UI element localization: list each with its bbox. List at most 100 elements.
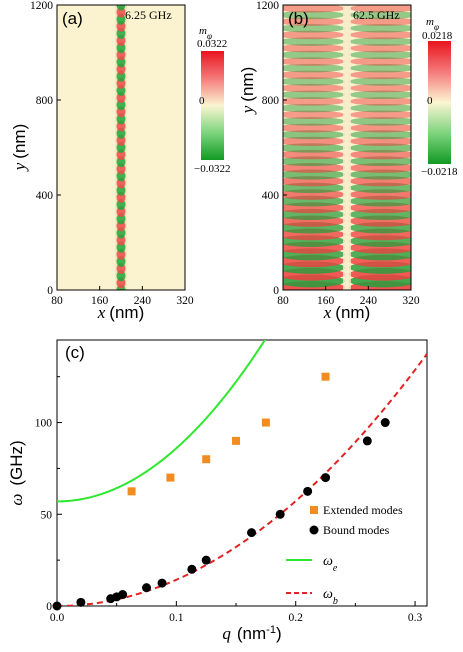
x-tick-label: 160 xyxy=(91,295,109,307)
band-right xyxy=(349,83,411,93)
panel-c-legend: Extended modes Bound modes ωe ωb xyxy=(286,503,403,607)
band-right xyxy=(349,57,411,66)
legend-omega-e-label: ωe xyxy=(323,554,338,574)
band-left xyxy=(283,24,345,33)
x-tick-label: 0.1 xyxy=(169,612,184,624)
y-tick-label: 400 xyxy=(262,190,280,202)
bound-mode-point xyxy=(52,601,62,611)
stripe-node xyxy=(116,5,126,11)
band-left xyxy=(283,50,345,60)
band-right xyxy=(349,10,411,20)
bound-mode-point xyxy=(76,597,86,607)
y-tick-label: 1200 xyxy=(256,0,279,12)
bound-mode-point xyxy=(303,486,313,496)
band-right xyxy=(349,43,411,53)
band-left xyxy=(283,110,345,120)
band-left xyxy=(283,63,345,73)
colorbar-a-max: 0.0322 xyxy=(197,38,227,50)
panel-a-label: (a) xyxy=(62,9,83,28)
bound-mode-point xyxy=(157,578,167,588)
y-tick-label: 400 xyxy=(36,190,54,202)
bound-mode-point xyxy=(118,590,128,600)
band-right xyxy=(349,117,411,126)
band-right xyxy=(349,17,411,26)
band-right xyxy=(349,110,411,120)
colorbar-a xyxy=(201,51,224,160)
x-tick-label: 320 xyxy=(176,295,194,307)
omega-e-curve xyxy=(57,340,267,503)
x-tick-label: 80 xyxy=(51,295,63,307)
band-left xyxy=(283,37,345,46)
x-tick-label: 240 xyxy=(360,295,378,307)
y-tick-label: 800 xyxy=(36,95,54,107)
band-left xyxy=(283,103,345,113)
x-tick-label: 0.3 xyxy=(408,612,423,624)
y-tick-label: 0 xyxy=(46,601,52,613)
band-left xyxy=(283,43,345,53)
x-tick-label: 0.0 xyxy=(50,612,65,624)
bound-mode-point xyxy=(247,528,257,538)
panel-a-frame xyxy=(56,4,186,291)
legend-bound-label: Bound modes xyxy=(323,523,390,537)
bound-mode-point xyxy=(275,509,285,519)
legend-extended-marker xyxy=(310,506,318,514)
band-left xyxy=(283,136,345,146)
panel-a-x-axis-label: x (nm) xyxy=(97,303,145,322)
band-right xyxy=(349,123,411,133)
bound-mode-point xyxy=(142,583,152,593)
extended-mode-point xyxy=(166,473,175,482)
extended-mode-point xyxy=(127,487,136,496)
panel-b-ticks: 80 160 240 320 0 400 800 1200 xyxy=(256,0,420,307)
band-right xyxy=(349,77,411,86)
band-left xyxy=(283,17,345,26)
band-left xyxy=(283,123,345,133)
panel-a-mode-stripe xyxy=(115,5,127,290)
extended-mode-point xyxy=(261,418,270,427)
band-right xyxy=(349,130,411,140)
extended-mode-point xyxy=(202,455,211,464)
panel-c-frame xyxy=(56,339,428,607)
colorbar-a-min: −0.0322 xyxy=(194,163,230,175)
band-right xyxy=(349,5,411,13)
bound-mode-point xyxy=(187,564,197,574)
band-right xyxy=(349,30,411,40)
bound-mode-point xyxy=(380,418,390,428)
band-left xyxy=(283,90,345,100)
colorbar-b-mid: 0 xyxy=(427,95,433,107)
y-tick-label: 50 xyxy=(41,509,53,521)
extended-mode-point xyxy=(232,436,241,445)
panel-a: 80 160 240 320 0 400 800 1200 (a) 6.25 GHz x (nm… xyxy=(10,0,230,322)
band-right xyxy=(349,103,411,113)
colorbar-a-mid: 0 xyxy=(199,95,205,107)
panel-b-x-axis-label: x (nm) xyxy=(323,303,371,322)
colorbar-b xyxy=(428,41,451,164)
panel-a-y-axis-label: y(nm) xyxy=(10,124,29,173)
band-left xyxy=(283,57,345,66)
panel-c-y-axis-label: ω(GHz) xyxy=(7,440,26,505)
y-tick-label: 800 xyxy=(262,95,280,107)
y-tick-label: 0 xyxy=(273,285,279,297)
band-left xyxy=(283,130,345,140)
y-tick-label: 100 xyxy=(35,418,53,430)
panel-c-points xyxy=(52,372,390,611)
band-right xyxy=(349,70,411,80)
bound-mode-point xyxy=(201,555,211,565)
band-right xyxy=(349,90,411,100)
band-left xyxy=(283,70,345,80)
band-right xyxy=(349,50,411,60)
panel-c-label: (c) xyxy=(65,343,85,362)
panel-a-ticks: 80 160 240 320 0 400 800 1200 xyxy=(30,0,194,307)
legend-extended-label: Extended modes xyxy=(323,503,403,517)
band-left xyxy=(283,77,345,86)
band-right xyxy=(349,136,411,146)
band-left xyxy=(283,97,345,106)
panel-c: 0.0 0.1 0.2 0.3 0 50 100 (c) q (nm-1) ω(GHz) Ex… xyxy=(7,339,428,643)
band-right xyxy=(349,97,411,106)
panel-c-x-axis-label: q (nm-1) xyxy=(222,624,281,643)
x-tick-label: 160 xyxy=(317,295,335,307)
panel-c-ticks: 0.0 0.1 0.2 0.3 0 50 100 xyxy=(35,376,423,624)
panel-b-y-axis-label: y(nm) xyxy=(238,67,257,116)
bound-mode-point xyxy=(321,473,331,483)
center-seam xyxy=(343,5,351,290)
